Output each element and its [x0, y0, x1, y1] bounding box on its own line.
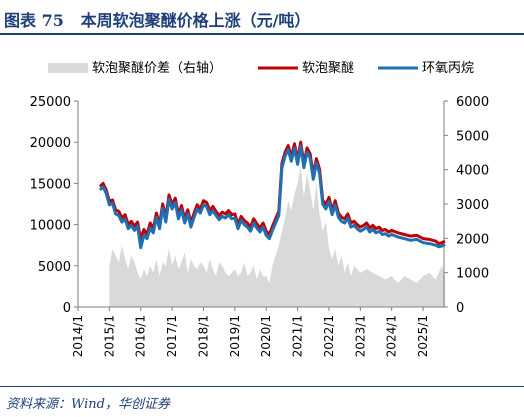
price-chart: 软泡聚醚价差（右轴） 软泡聚醚 环氧丙烷 050001000015000200002… [30, 61, 489, 357]
series-area-price-diff [109, 166, 446, 307]
figure-title: 图表 75 本周软泡聚醚价格上涨（元/吨） [4, 7, 310, 31]
figure-header: 图表 75 本周软泡聚醚价格上涨（元/吨） [0, 0, 524, 35]
source-rule [0, 386, 524, 387]
y-tick-label-left: 15000 [30, 177, 71, 192]
x-tick-label: 2017/1 [165, 315, 179, 357]
x-tick-label: 2020/1 [259, 315, 273, 357]
y-tick-label-right: 5000 [456, 129, 489, 144]
x-tick-label: 2025/1 [416, 315, 430, 357]
y-tick-label-left: 25000 [30, 95, 71, 110]
axis-layer: 0 5000 10000 15000 20000 25000 0 1000 2000 3000 40… [30, 95, 489, 357]
x-tick-label: 2019/1 [228, 315, 242, 357]
y-tick-label-left: 20000 [30, 136, 71, 151]
x-tick-label: 2024/1 [385, 315, 399, 357]
series-line-propylene-oxide [98, 144, 446, 250]
y-tick-label-left: 10000 [30, 219, 71, 234]
x-tick-label: 2016/1 [134, 315, 148, 357]
x-tick-label: 2015/1 [102, 315, 116, 357]
spread-area-layer [109, 166, 446, 307]
x-tick-label: 2023/1 [353, 315, 367, 357]
chart-area: 软泡聚醚价差（右轴） 软泡聚醚 环氧丙烷 0 5000 10000 15000 20000 2… [0, 40, 524, 380]
y-tick-label-right: 6000 [456, 95, 489, 110]
chart-legend: 软泡聚醚价差（右轴） 软泡聚醚 环氧丙烷 [48, 61, 474, 76]
x-tick-label: 2018/1 [196, 315, 210, 357]
line-layer [98, 140, 446, 250]
source-note: 资料来源：Wind，华创证券 [6, 397, 170, 412]
title-rule [0, 33, 524, 35]
y-tick-label-right: 1000 [456, 267, 489, 282]
legend-swatch-price-diff [48, 63, 88, 73]
x-tick-label: 2014/1 [71, 315, 85, 357]
figure-title-text: 本周软泡聚醚价格上涨（元/吨） [80, 11, 311, 30]
y-tick-label-right: 4000 [456, 164, 489, 179]
x-tick-label: 2022/1 [322, 315, 336, 357]
y-tick-label-right: 3000 [456, 198, 489, 213]
y-tick-label-right: 2000 [456, 232, 489, 247]
y-tick-label-left: 0 [63, 301, 71, 316]
x-tick-label: 2021/1 [291, 315, 305, 357]
legend-label-2: 环氧丙烷 [422, 61, 474, 76]
legend-label-1: 软泡聚醚 [302, 61, 354, 76]
y-tick-label-right: 0 [456, 301, 464, 316]
legend-label-0: 软泡聚醚价差（右轴） [92, 61, 222, 76]
y-tick-label-left: 5000 [38, 260, 71, 275]
figure-label: 图表 75 [4, 11, 64, 30]
